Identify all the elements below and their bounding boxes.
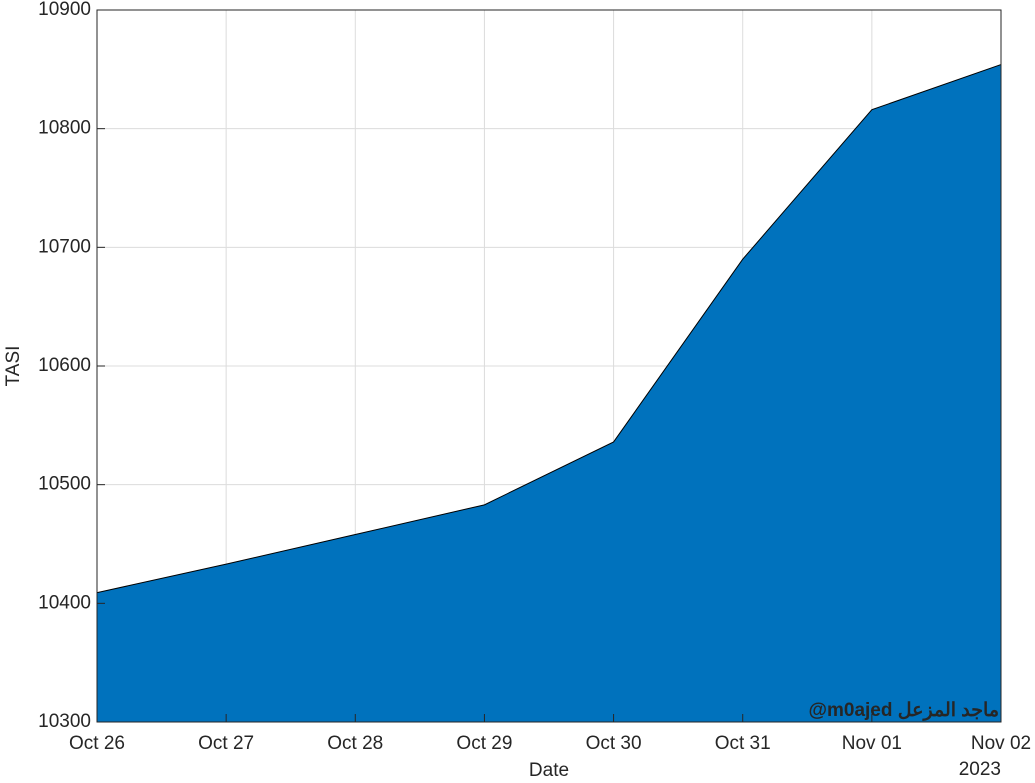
- x-tick-label: Oct 27: [198, 733, 254, 754]
- x-tick-label: Oct 28: [327, 733, 383, 754]
- y-tick-label: 10700: [38, 236, 91, 257]
- x-tick-label: Nov 01: [842, 733, 902, 754]
- x-tick-label: Oct 29: [456, 733, 512, 754]
- y-tick-label: 10500: [38, 474, 91, 495]
- y-tick-label: 10300: [38, 711, 91, 732]
- x-tick-label: Oct 26: [69, 733, 125, 754]
- year-label: 2023: [959, 759, 1001, 780]
- y-tick-label: 10900: [38, 0, 91, 20]
- x-tick-label: Nov 02: [971, 733, 1031, 754]
- x-tick-label: Oct 31: [715, 733, 771, 754]
- x-tick-label: Oct 30: [586, 733, 642, 754]
- y-axis-label: TASI: [3, 346, 24, 387]
- y-tick-label: 10800: [38, 118, 91, 139]
- y-tick-label: 10600: [38, 355, 91, 376]
- area: [96, 63, 1002, 723]
- x-axis-label: Date: [529, 760, 569, 781]
- watermark: @m0ajed ماجد المزعل: [808, 700, 999, 721]
- y-tick-label: 10400: [38, 592, 91, 613]
